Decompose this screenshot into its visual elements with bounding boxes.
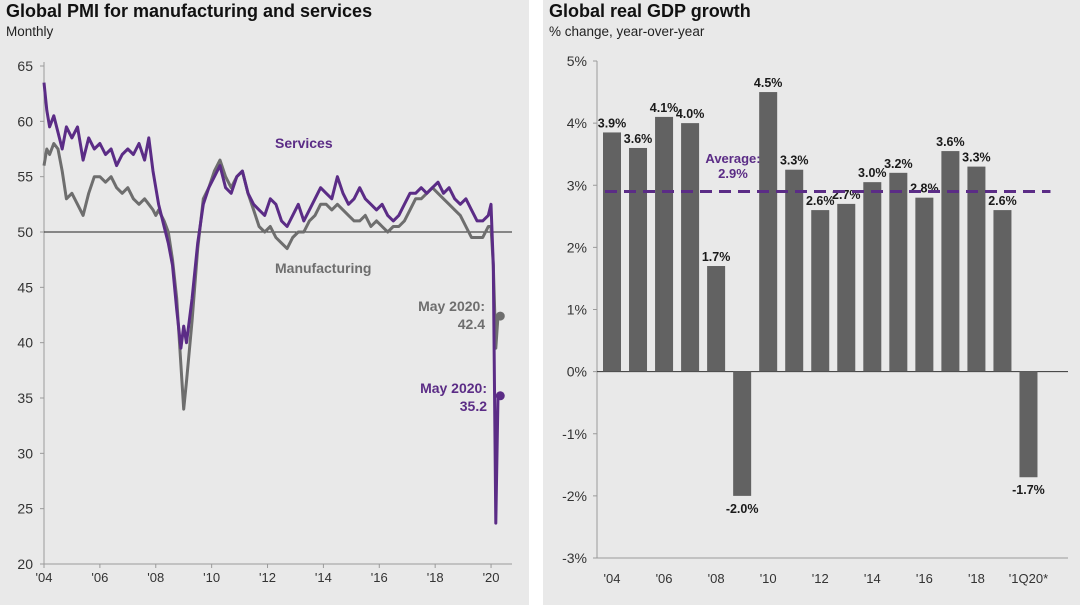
gdp-chart-title: Global real GDP growth (549, 1, 751, 21)
gdp-y-tick-label: -2% (562, 488, 587, 504)
gdp-x-tick-label: '06 (656, 571, 673, 586)
gdp-bar-2009 (733, 371, 752, 496)
gdp-y-tick-label: 2% (567, 239, 587, 255)
gdp-bar-2018 (967, 166, 986, 372)
gdp-bar-2017 (941, 151, 960, 372)
gdp-bar-2004 (603, 132, 621, 372)
gdp-x-tick-label: '08 (708, 571, 725, 586)
gdp-x-tick-label: '18 (968, 571, 985, 586)
gdp-value-label: 3.3% (780, 154, 809, 168)
pmi-chart-panel: Global PMI for manufacturing and service… (0, 0, 529, 605)
pmi-y-tick-label: 50 (17, 224, 33, 240)
gdp-y-tick-label: 5% (567, 53, 587, 69)
gdp-value-label: 3.0% (858, 166, 887, 180)
gdp-value-label: 4.1% (650, 101, 679, 115)
gdp-x-tick-label: '14 (864, 571, 881, 586)
pmi-y-tick-label: 55 (17, 169, 33, 185)
gdp-value-label: 3.2% (884, 157, 913, 171)
pmi-y-tick-label: 30 (17, 445, 33, 461)
gdp-y-tick-label: 4% (567, 115, 587, 131)
gdp-value-label: 2.8% (910, 182, 939, 196)
pmi-x-tick-label: '08 (147, 570, 164, 585)
gdp-bar-2007 (681, 123, 700, 372)
gdp-bar-2014 (863, 182, 882, 372)
gdp-x-tick-label: '04 (604, 571, 621, 586)
gdp-bar-2015 (889, 172, 908, 372)
gdp-value-label: 1.7% (702, 250, 731, 264)
pmi-y-tick-label: 20 (17, 556, 33, 572)
gdp-average-value: 2.9% (718, 166, 748, 181)
services-series-label: Services (275, 135, 333, 151)
services-may-2020-value: 35.2 (460, 398, 487, 414)
services-may-2020-label: May 2020: (420, 380, 487, 396)
pmi-y-tick-label: 40 (17, 335, 33, 351)
pmi-chart-subtitle: Monthly (6, 24, 54, 39)
manufacturing-series-label: Manufacturing (275, 260, 371, 276)
pmi-x-tick-label: '18 (427, 570, 444, 585)
gdp-value-label: 3.6% (936, 135, 965, 149)
services-line (42, 82, 501, 525)
gdp-x-tick-label: '1Q20* (1009, 571, 1048, 586)
pmi-y-tick-label: 45 (17, 279, 33, 295)
gdp-average-label: Average: (705, 151, 760, 166)
gdp-bar-2013 (837, 203, 856, 372)
gdp-bar-2005 (629, 147, 648, 372)
manufacturing-end-marker (495, 311, 505, 321)
pmi-x-tick-label: '06 (91, 570, 108, 585)
pmi-y-tick-label: 35 (17, 390, 33, 406)
gdp-x-tick-label: '16 (916, 571, 933, 586)
gdp-x-tick-label: '12 (812, 571, 829, 586)
gdp-bar-1Q20* (1019, 371, 1038, 478)
gdp-chart-panel: Global real GDP growth % change, year-ov… (543, 0, 1080, 605)
gdp-x-tick-label: '10 (760, 571, 777, 586)
gdp-value-label: 3.6% (624, 132, 653, 146)
manufacturing-may-2020-label: May 2020: (418, 298, 485, 314)
pmi-x-tick-label: '12 (259, 570, 276, 585)
gdp-y-tick-label: -1% (562, 426, 587, 442)
pmi-x-tick-label: '16 (371, 570, 388, 585)
pmi-x-tick-label: '10 (203, 570, 220, 585)
gdp-value-label: 3.9% (598, 116, 627, 130)
gdp-value-label: 3.3% (962, 151, 991, 165)
gdp-y-tick-label: -3% (562, 550, 587, 566)
gdp-value-label: -1.7% (1012, 483, 1045, 497)
gdp-bar-2006 (655, 116, 674, 372)
gdp-bar-2019 (993, 210, 1012, 372)
pmi-y-tick-label: 65 (17, 58, 33, 74)
pmi-x-tick-label: '04 (36, 570, 53, 585)
gdp-y-tick-label: 1% (567, 302, 587, 318)
gdp-value-label: 4.5% (754, 76, 783, 90)
gdp-y-tick-label: 3% (567, 177, 587, 193)
manufacturing-line (42, 142, 501, 411)
pmi-chart-title: Global PMI for manufacturing and service… (6, 1, 373, 21)
gdp-bar-2016 (915, 197, 934, 372)
gdp-bar-2012 (811, 210, 830, 372)
gdp-value-label: 2.6% (806, 194, 835, 208)
gdp-bar-2008 (707, 266, 726, 372)
gdp-value-label: -2.0% (726, 502, 759, 516)
pmi-y-tick-label: 25 (17, 501, 33, 517)
gdp-bar-2010 (759, 92, 778, 372)
pmi-x-tick-label: '14 (315, 570, 332, 585)
gdp-bar-2011 (785, 169, 804, 372)
services-end-marker (495, 391, 505, 401)
pmi-line-chart: 20 25 30 35 40 45 50 55 60 65 '04 '06 '08 '10 '12 '14 '1… (17, 58, 512, 585)
gdp-y-tick-label: 0% (567, 364, 587, 380)
manufacturing-may-2020-value: 42.4 (458, 316, 485, 332)
gdp-value-label: 4.0% (676, 107, 705, 121)
gdp-bar-chart: -3% -2% -1% 0% 1% 2% 3% 4% 5% 3.9% '04 3.6% 4.1% '06 4… (562, 53, 1068, 586)
gdp-value-label: 2.6% (988, 194, 1017, 208)
gdp-chart-subtitle: % change, year-over-year (549, 24, 705, 39)
pmi-x-tick-label: '20 (483, 570, 500, 585)
pmi-y-tick-label: 60 (17, 113, 33, 129)
